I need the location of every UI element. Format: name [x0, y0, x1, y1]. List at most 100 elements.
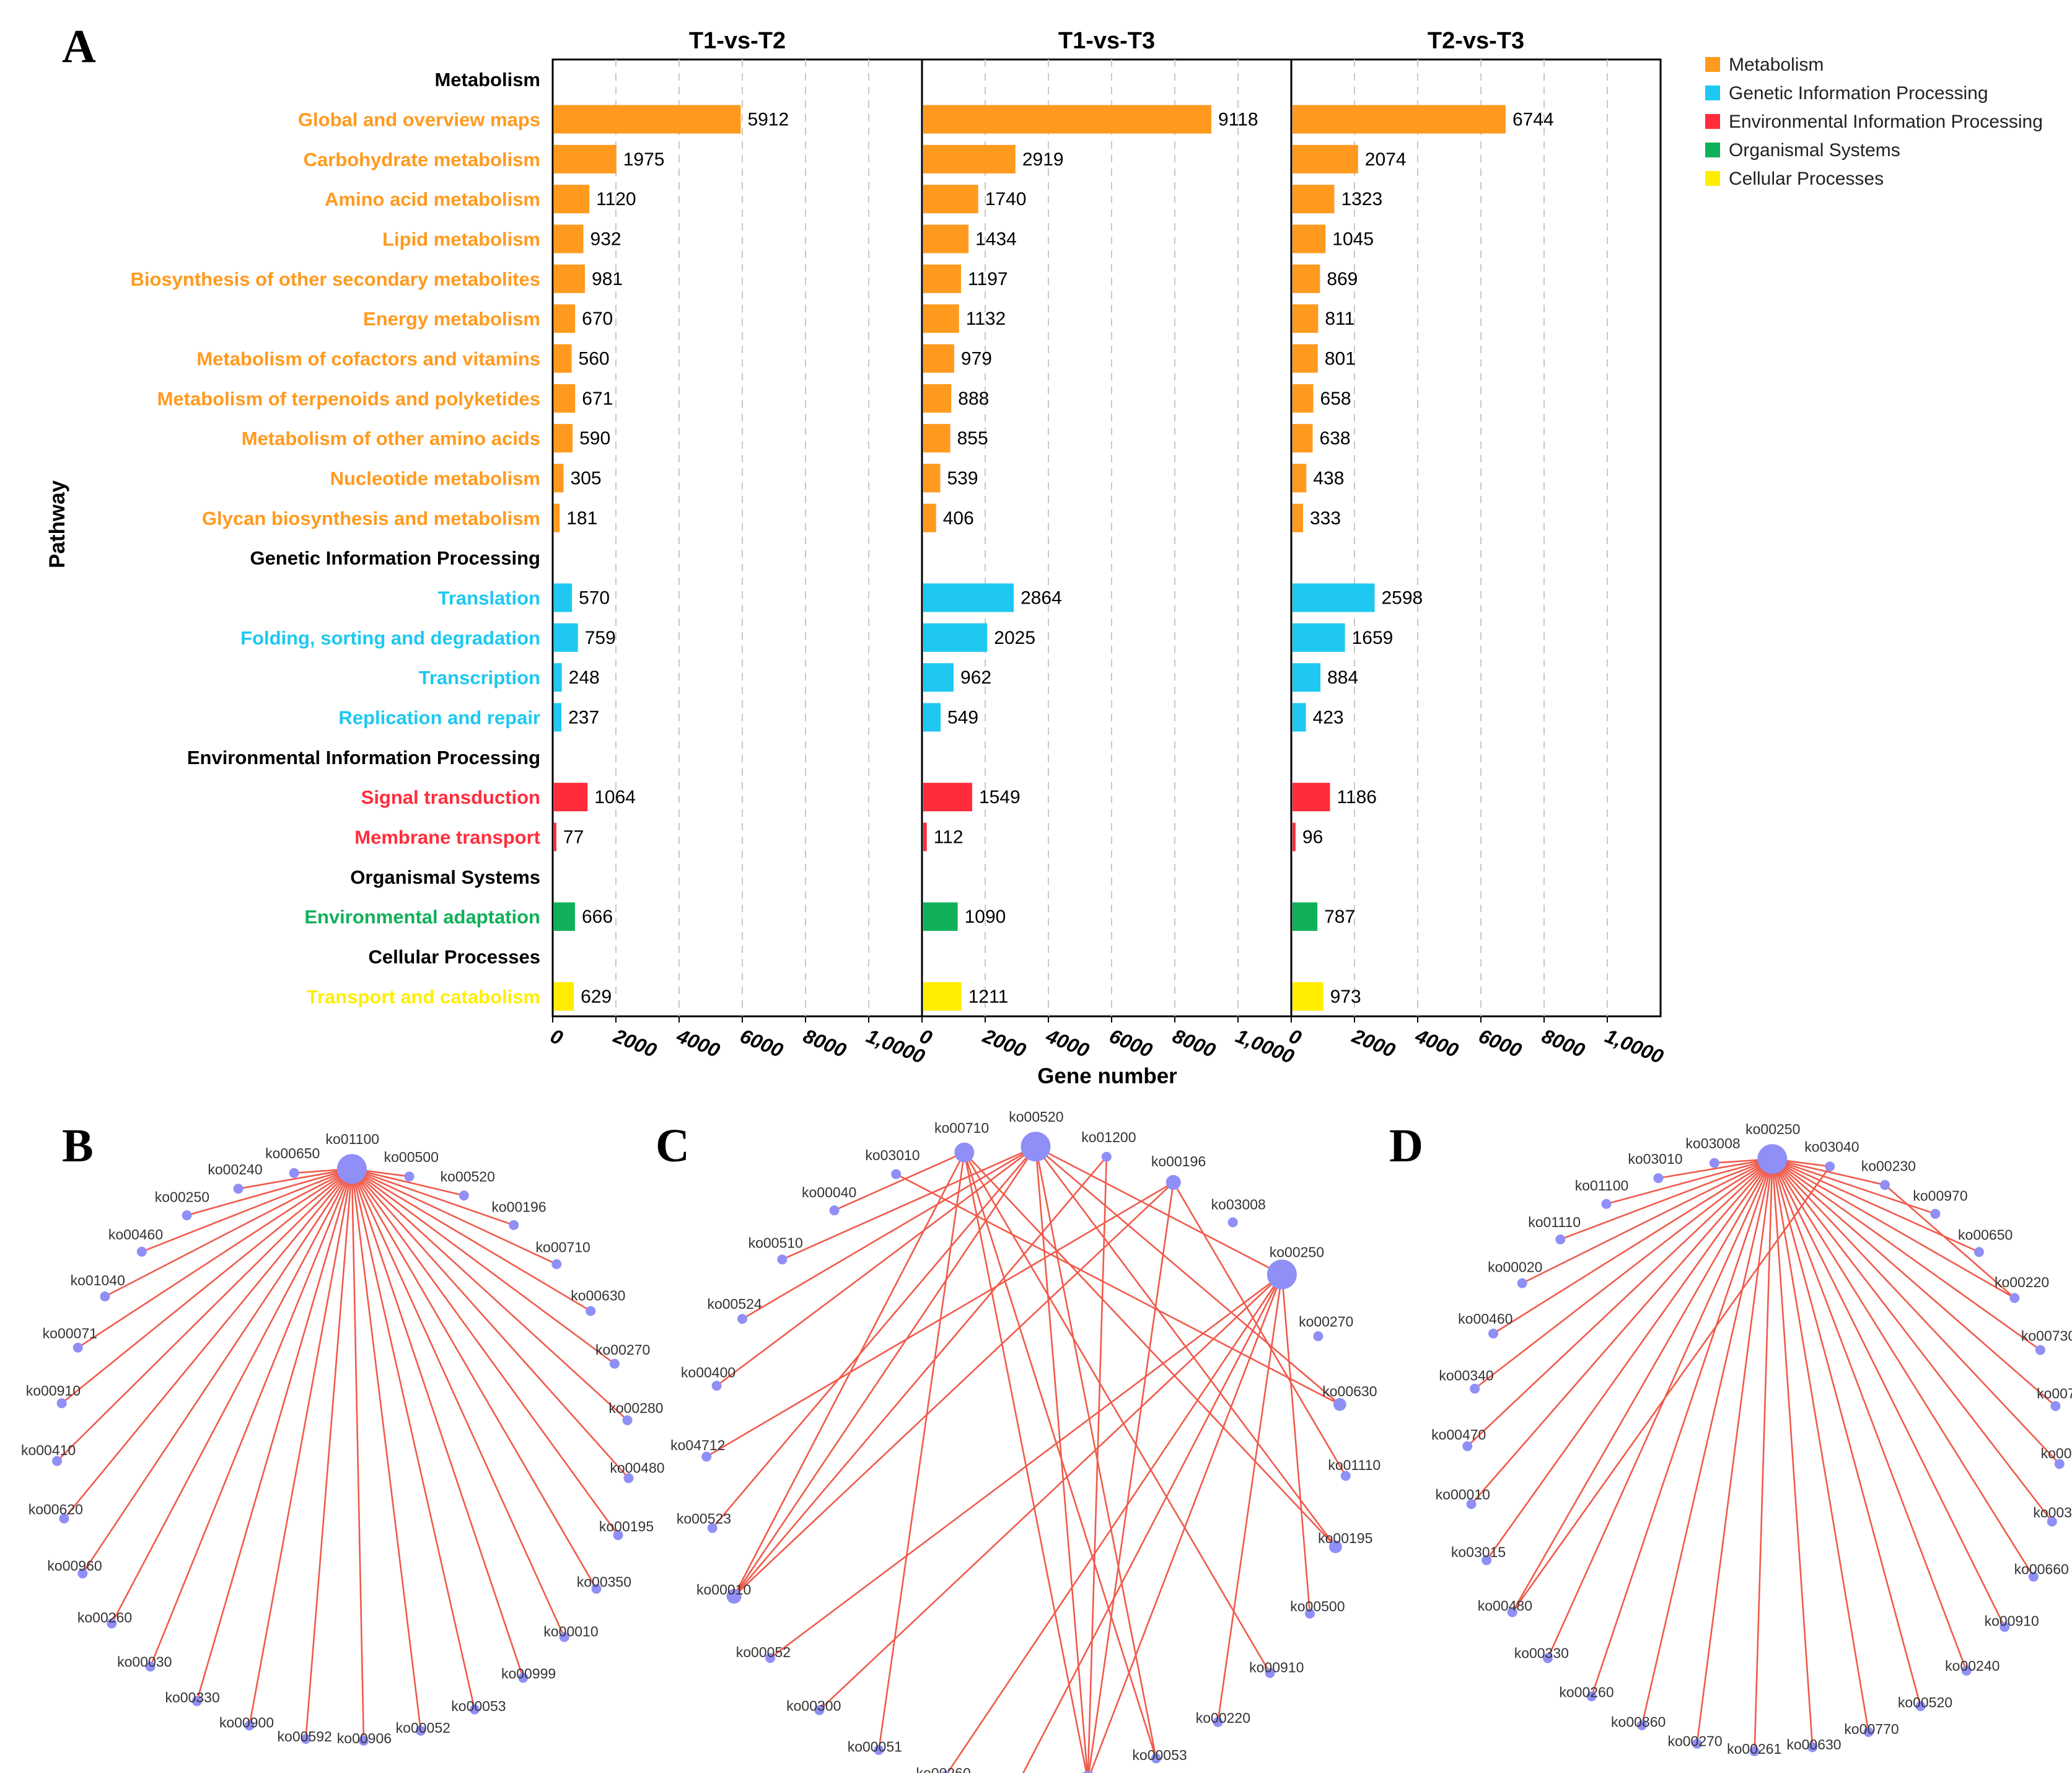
- network-node-ko00900: [244, 1720, 255, 1731]
- legend-swatch-genetic-information-processing: [1705, 86, 1720, 100]
- network-edge: [141, 1168, 353, 1253]
- x-tick-label: 0: [1286, 1024, 1304, 1049]
- network-edge: [1658, 1158, 1773, 1179]
- node-label-ko00460: ko00460: [1458, 1311, 1512, 1327]
- bar-energy-metabolism-t1-vs-t2: [554, 304, 576, 333]
- network-edge: [1560, 1158, 1773, 1241]
- x-tick-label: 6000: [1475, 1024, 1525, 1062]
- network-node-ko00040: [829, 1205, 840, 1216]
- network-node-ko00240: [233, 1184, 244, 1194]
- bar-lipid-metabolism-t1-vs-t3: [923, 224, 969, 253]
- category-label-lipid-metabolism: Lipid metabolism: [382, 229, 540, 250]
- bar-lipid-metabolism-t2-vs-t3: [1293, 224, 1326, 253]
- panel-c: Cko00520ko01200ko00196ko03008ko00250ko00…: [656, 1109, 1381, 1773]
- data-label: 112: [934, 827, 964, 848]
- network-node-ko00330: [191, 1696, 202, 1707]
- legend-swatch-organismal-systems: [1705, 143, 1720, 157]
- x-tick-label: 0: [547, 1024, 566, 1049]
- data-label: 560: [579, 349, 610, 369]
- bar-global-and-overview-maps-t1-vs-t2: [554, 105, 741, 134]
- network-edge: [733, 1156, 1107, 1597]
- bar-biosynthesis-of-other-secondary-metabolites-t1-vs-t2: [554, 264, 586, 293]
- node-label-ko00620: ko00620: [29, 1501, 83, 1517]
- network-node-ko00523: [707, 1523, 718, 1533]
- node-label-ko00270: ko00270: [1667, 1733, 1722, 1749]
- network-edge: [351, 1168, 630, 1479]
- network-edge: [1771, 1158, 1967, 1671]
- network-node-ko00270: [609, 1358, 620, 1369]
- category-label-folding-sorting-and-degradation: Folding, sorting and degradation: [240, 627, 540, 649]
- network-edge: [1474, 1158, 1773, 1389]
- network-edge: [1771, 1158, 2041, 1351]
- bar-membrane-transport-t2-vs-t3: [1293, 822, 1296, 851]
- data-label: 248: [569, 667, 600, 688]
- bar-biosynthesis-of-other-secondary-metabolites-t1-vs-t3: [923, 264, 962, 293]
- legend-entry-genetic-information-processing: Genetic Information Processing: [1729, 83, 1988, 103]
- data-label: 973: [1330, 987, 1361, 1007]
- node-label-ko00010: ko00010: [543, 1624, 598, 1640]
- node-layer: ko00520 ko01200 ko00196 ko03008 ko00250 ko002…: [670, 1109, 1381, 1773]
- data-label: 1197: [968, 269, 1008, 289]
- network-node-ko00020: [1517, 1278, 1527, 1288]
- bar-replication-and-repair-t2-vs-t3: [1293, 703, 1306, 732]
- facet-title-t1-vs-t2: T1-vs-T2: [689, 28, 786, 54]
- node-label-ko00710: ko00710: [536, 1239, 590, 1256]
- network-node-ko01100: [1082, 1771, 1094, 1773]
- network-node-ko00520: [459, 1190, 469, 1201]
- category-label-metabolism-of-terpenoids-and-polyketides: Metabolism of terpenoids and polyketides: [157, 388, 540, 410]
- network-edge: [1511, 1166, 1831, 1613]
- network-edge: [351, 1168, 565, 1638]
- network-edge: [149, 1168, 353, 1667]
- category-label-cellular-processes: Cellular Processes: [369, 946, 540, 968]
- network-node-ko00650: [289, 1168, 299, 1178]
- bar-transport-and-catabolism-t1-vs-t3: [923, 982, 962, 1011]
- network-edge: [1771, 1158, 2035, 1577]
- node-label-ko01200: ko01200: [1081, 1129, 1136, 1145]
- network-node-ko00195: [613, 1530, 623, 1541]
- bar-transcription-t1-vs-t2: [554, 663, 562, 692]
- data-label: 1120: [596, 189, 636, 209]
- category-label-metabolism-of-cofactors-and-vitamins: Metabolism of cofactors and vitamins: [196, 348, 540, 370]
- network-node-ko00860: [1636, 1720, 1647, 1730]
- data-label: 2025: [994, 628, 1035, 648]
- data-label: 658: [1320, 389, 1351, 409]
- data-label: 801: [1325, 349, 1356, 369]
- node-label-ko00220: ko00220: [1995, 1274, 2049, 1290]
- node-label-ko00051: ko00051: [848, 1738, 902, 1754]
- network-node-ko00460: [1488, 1328, 1499, 1339]
- bar-metabolism-of-cofactors-and-vitamins-t2-vs-t3: [1293, 344, 1318, 373]
- node-label-ko00220: ko00220: [1196, 1710, 1250, 1726]
- node-label-ko04712: ko04712: [670, 1437, 725, 1453]
- category-label-translation: Translation: [438, 587, 540, 609]
- network-node-ko00260: [1586, 1691, 1597, 1702]
- bar-signal-transduction-t1-vs-t2: [554, 783, 588, 812]
- bar-carbohydrate-metabolism-t2-vs-t3: [1293, 144, 1358, 174]
- network-node-ko00010: [559, 1632, 569, 1642]
- category-label-nucleotide-metabolism: Nucleotide metabolism: [330, 468, 540, 490]
- node-label-ko00196: ko00196: [491, 1199, 546, 1215]
- network-node-ko00960: [77, 1568, 88, 1578]
- data-label: 1186: [1337, 787, 1377, 807]
- data-label: 423: [1313, 708, 1344, 728]
- data-label: 1549: [979, 787, 1021, 807]
- network-edge: [1172, 1182, 1346, 1477]
- network-node-ko00260: [107, 1618, 117, 1629]
- network-edge: [56, 1168, 353, 1462]
- network-edge: [1771, 1158, 2006, 1627]
- category-label-amino-acid-metabolism: Amino acid metabolism: [325, 188, 540, 210]
- network-edge: [1087, 1156, 1108, 1773]
- network-node-ko00770: [1863, 1727, 1874, 1737]
- network-node-ko00500: [1304, 1608, 1315, 1619]
- node-label-ko00520: ko00520: [1898, 1694, 1952, 1710]
- bar-nucleotide-metabolism-t1-vs-t3: [923, 464, 941, 493]
- network-edge: [964, 1152, 1157, 1759]
- bar-metabolism-of-terpenoids-and-polyketides-t1-vs-t3: [923, 384, 952, 413]
- node-label-ko00500: ko00500: [1290, 1598, 1345, 1614]
- panel-letter-c: C: [656, 1120, 690, 1172]
- legend-swatch-cellular-processes: [1705, 171, 1720, 186]
- network-node-ko00710: [551, 1259, 562, 1269]
- network-node-ko00300: [2047, 1516, 2057, 1527]
- node-label-ko00340: ko00340: [1439, 1368, 1493, 1384]
